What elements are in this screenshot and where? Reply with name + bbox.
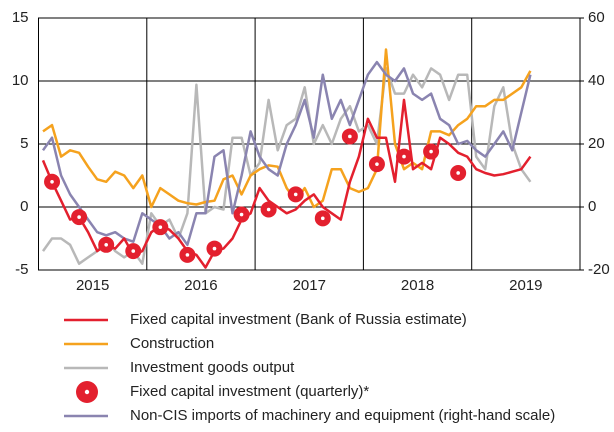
x-tick-label: 2018 bbox=[401, 277, 434, 294]
quarterly-point-center bbox=[266, 207, 271, 212]
x-tick-label: 2017 bbox=[293, 277, 326, 294]
legend-label: Non-CIS imports of machinery and equipme… bbox=[130, 407, 555, 424]
legend-marker-center bbox=[84, 389, 90, 395]
y2-tick-label: 0 bbox=[588, 198, 596, 215]
quarterly-point-center bbox=[212, 246, 217, 251]
y-tick-label: 5 bbox=[20, 135, 28, 152]
y2-tick-label: 20 bbox=[588, 135, 605, 152]
quarterly-point-center bbox=[104, 243, 108, 247]
x-tick-label: 2015 bbox=[76, 277, 109, 294]
plot-frame bbox=[38, 17, 581, 271]
y-tick-label: 15 bbox=[12, 9, 29, 26]
quarterly-point-center bbox=[185, 253, 190, 257]
series-line bbox=[42, 48, 532, 209]
x-tick-label: 2019 bbox=[509, 277, 542, 294]
quarterly-point-center bbox=[131, 249, 136, 253]
quarterly-point-center bbox=[348, 134, 352, 139]
quarterly-point-center bbox=[429, 149, 433, 154]
quarterly-point-center bbox=[456, 171, 460, 175]
legend-label: Construction bbox=[130, 335, 214, 352]
legend-label: Fixed capital investment (Bank of Russia… bbox=[130, 311, 467, 328]
legend-label: Investment goods output bbox=[130, 359, 295, 376]
y2-tick-label: 40 bbox=[588, 72, 605, 89]
quarterly-point-center bbox=[320, 216, 325, 221]
y2-tick-label: -20 bbox=[588, 261, 610, 278]
y2-tick-label: 60 bbox=[588, 9, 605, 26]
quarterly-point-center bbox=[293, 192, 298, 197]
legend-label: Fixed capital investment (quarterly)* bbox=[130, 383, 369, 400]
y-tick-label: -5 bbox=[15, 261, 28, 278]
series-line bbox=[41, 67, 532, 265]
y-tick-label: 0 bbox=[20, 198, 28, 215]
quarterly-point-center bbox=[50, 180, 54, 184]
quarterly-point-center bbox=[375, 162, 379, 166]
quarterly-point-center bbox=[158, 225, 163, 229]
series-line bbox=[41, 98, 532, 269]
quarterly-point-center bbox=[77, 215, 81, 219]
quarterly-point-center bbox=[239, 212, 244, 217]
quarterly-point-center bbox=[402, 154, 406, 159]
y-tick-label: 10 bbox=[12, 72, 29, 89]
x-tick-label: 2016 bbox=[184, 277, 217, 294]
